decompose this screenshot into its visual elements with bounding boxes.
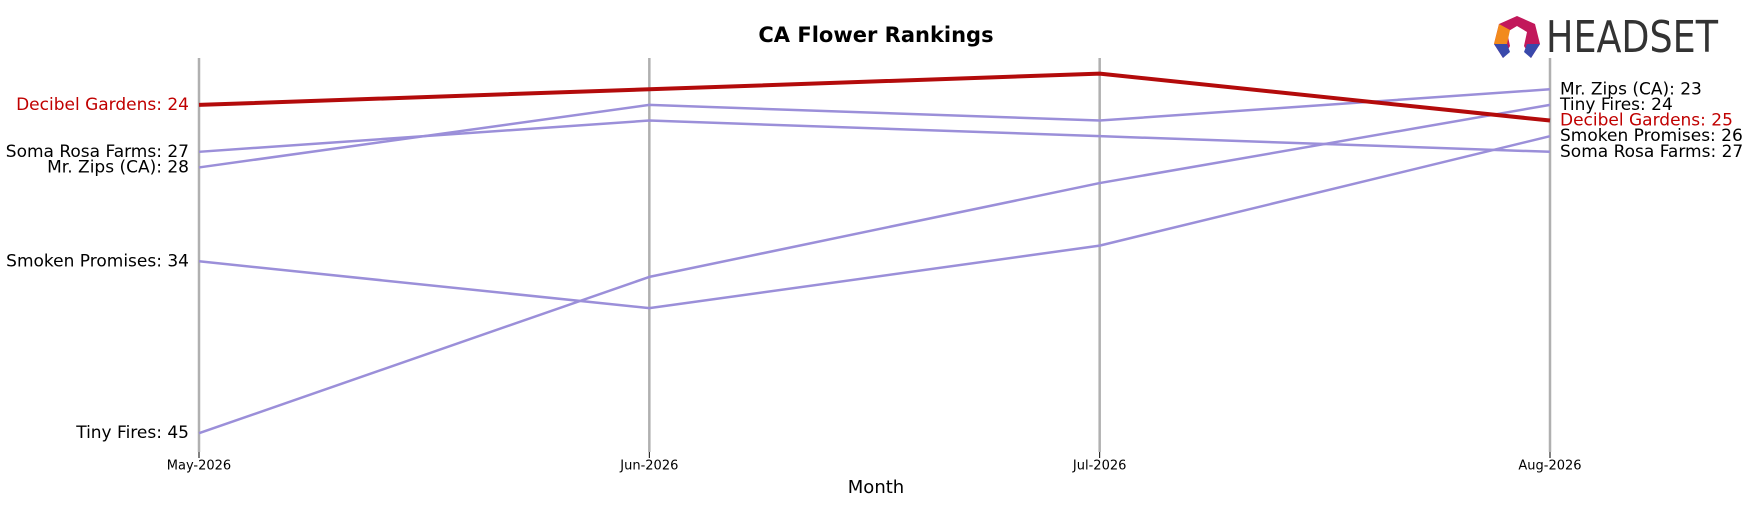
- end-label: Tiny Fires: 45: [75, 423, 189, 443]
- series-line: [198, 134, 1551, 310]
- end-label: Soma Rosa Farms: 27: [6, 142, 189, 162]
- x-tick-label: Aug-2026: [1518, 459, 1581, 474]
- end-label: Decibel Gardens: 24: [16, 95, 189, 115]
- logo-mark-part: [1524, 44, 1540, 58]
- series-line: [198, 88, 1551, 169]
- end-label: Smoken Promises: 34: [6, 251, 189, 271]
- x-tick-label: Jul-2026: [1072, 459, 1126, 474]
- logo-text: HEADSET: [1546, 12, 1719, 63]
- chart-title: CA Flower Rankings: [758, 23, 993, 47]
- end-label: Soma Rosa Farms: 27: [1560, 142, 1743, 162]
- end-label: Mr. Zips (CA): 28: [47, 157, 189, 177]
- series-line: [198, 103, 1551, 435]
- logo: HEADSET: [1494, 12, 1719, 63]
- logo-mark-part: [1494, 24, 1510, 44]
- x-axis-label: Month: [848, 477, 904, 498]
- end-label: Tiny Fires: 24: [1559, 95, 1673, 115]
- series-line: [198, 71, 1551, 123]
- end-label: Smoken Promises: 26: [1560, 126, 1743, 146]
- logo-mark-part: [1494, 44, 1510, 58]
- x-tick-label: May-2026: [167, 459, 231, 474]
- end-label: Mr. Zips (CA): 23: [1560, 79, 1702, 99]
- end-label: Decibel Gardens: 25: [1560, 111, 1733, 131]
- series-line: [198, 119, 1551, 154]
- x-tick-label: Jun-2026: [619, 459, 678, 474]
